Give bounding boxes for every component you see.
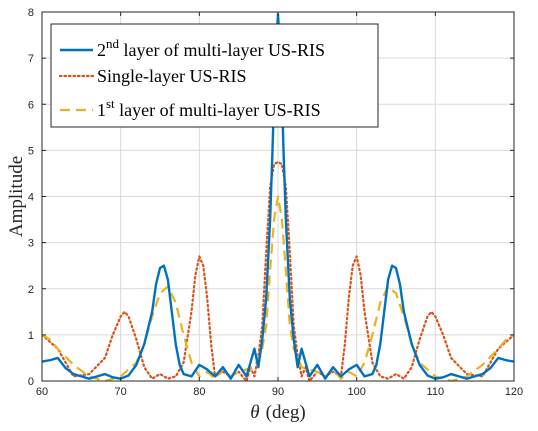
legend-entry-text: Single-layer US-RIS xyxy=(97,66,246,86)
legend-entry: 2nd layer of multi-layer US-RIS xyxy=(97,36,325,60)
y-tick-label: 6 xyxy=(28,99,34,111)
y-tick-label: 7 xyxy=(28,53,34,65)
x-tick-label: 90 xyxy=(272,386,284,398)
x-tick-label: 60 xyxy=(36,386,48,398)
legend-entry-text-rest: layer of multi-layer US-RIS xyxy=(119,40,325,60)
y-tick-label: 2 xyxy=(28,284,34,296)
legend: 2nd layer of multi-layer US-RIS Single-la… xyxy=(50,23,379,128)
x-axis-unit: (deg) xyxy=(266,402,306,423)
x-tick-label: 110 xyxy=(427,386,445,398)
legend-entry: Single-layer US-RIS xyxy=(97,66,246,86)
x-axis-symbol: θ xyxy=(250,402,259,423)
y-tick-label: 4 xyxy=(28,192,34,204)
tick-labels: 60 70 80 90 100 110 120 0 1 2 3 4 5 6 7 8 xyxy=(28,7,523,398)
y-axis-label: Amplitude xyxy=(6,156,27,237)
legend-entry-text: 2 xyxy=(97,40,106,60)
y-tick-label: 1 xyxy=(28,330,34,342)
x-axis-label: θ (deg) xyxy=(250,402,305,423)
series-line-dotted xyxy=(42,160,514,381)
legend-entry: 1st layer of multi-layer US-RIS xyxy=(97,96,321,120)
x-tick-label: 80 xyxy=(193,386,205,398)
legend-box xyxy=(50,23,379,128)
y-tick-label: 5 xyxy=(28,145,34,157)
legend-entry-text: 1 xyxy=(97,100,106,120)
legend-entry-superscript: st xyxy=(106,96,115,111)
y-tick-label: 3 xyxy=(28,238,34,250)
x-tick-label: 120 xyxy=(505,386,523,398)
legend-entry-text-rest: layer of multi-layer US-RIS xyxy=(115,100,321,120)
x-tick-label: 100 xyxy=(347,386,365,398)
y-tick-label: 0 xyxy=(28,376,34,388)
legend-entry-superscript: nd xyxy=(106,36,120,51)
y-tick-label: 8 xyxy=(28,7,34,19)
x-tick-label: 70 xyxy=(115,386,127,398)
